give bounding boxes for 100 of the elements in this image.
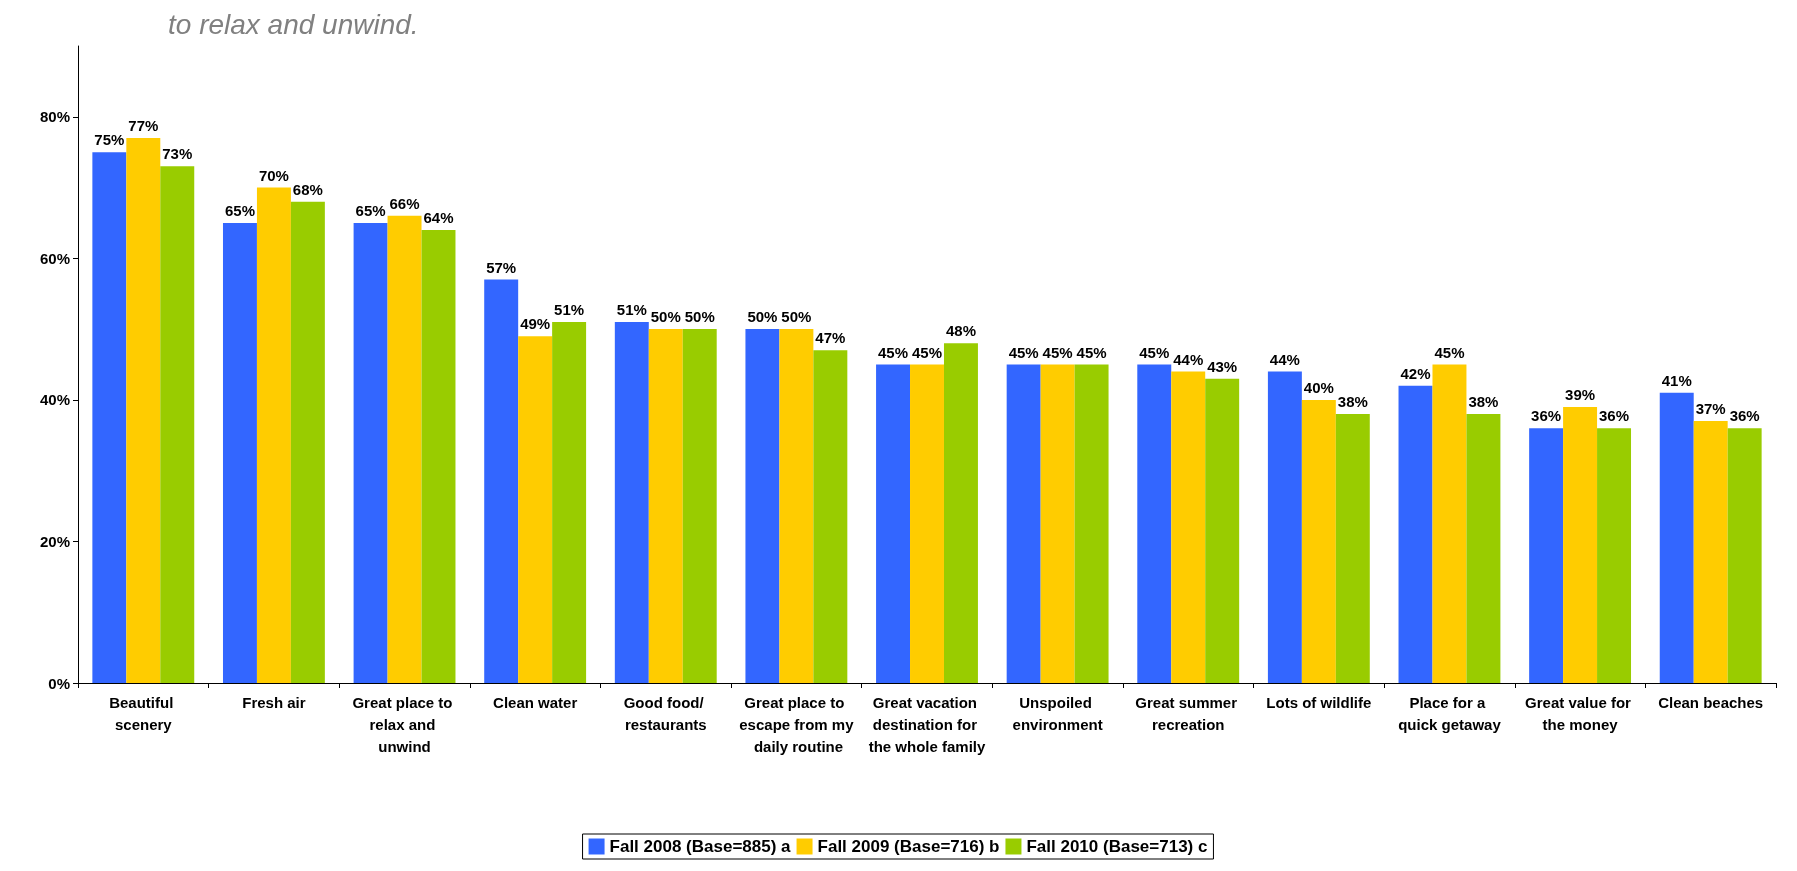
- data-label: 44%: [1173, 350, 1204, 368]
- bar: [1171, 371, 1206, 683]
- data-label: 41%: [1661, 371, 1692, 389]
- data-label: 40%: [1303, 378, 1334, 396]
- data-label: 45%: [878, 343, 909, 361]
- data-label: 77%: [128, 117, 159, 135]
- x-tick-label: Great value for the money: [1525, 693, 1636, 733]
- bar: [1398, 385, 1433, 683]
- y-tick-label: 40%: [39, 391, 70, 409]
- bar: [222, 222, 257, 683]
- data-label: 36%: [1729, 407, 1760, 425]
- data-label: 51%: [554, 301, 585, 319]
- legend-label: Fall 2010 (Base=713) c: [1026, 837, 1208, 856]
- bar: [1267, 371, 1302, 683]
- data-label: 64%: [423, 209, 454, 227]
- x-tick-label: Lots of wildlife: [1266, 693, 1372, 711]
- x-tick-label: Place for a quick getaway: [1398, 693, 1502, 733]
- data-label: 50%: [781, 308, 812, 326]
- data-label: 50%: [747, 308, 778, 326]
- data-label: 73%: [162, 145, 193, 163]
- data-label: 36%: [1531, 407, 1562, 425]
- x-tick-label: Unspoiled environment: [1012, 693, 1103, 733]
- y-tick-label: 20%: [39, 532, 70, 550]
- data-label: 45%: [1076, 343, 1107, 361]
- x-tick-label: Great summer recreation: [1135, 693, 1242, 733]
- y-tick-label: 0%: [48, 674, 70, 692]
- data-label: 37%: [1695, 400, 1726, 418]
- bar: [518, 336, 553, 683]
- data-label: 66%: [389, 194, 420, 212]
- data-label: 45%: [911, 343, 943, 361]
- data-label: 49%: [520, 315, 551, 333]
- data-label: 57%: [486, 258, 517, 276]
- bar: [813, 350, 848, 683]
- bar: [1074, 364, 1109, 683]
- legend-label: Fall 2009 (Base=716) b: [817, 837, 1000, 856]
- bar: [1301, 399, 1336, 683]
- bar: [876, 364, 911, 683]
- data-label: 50%: [650, 308, 681, 326]
- bar: [1693, 421, 1728, 683]
- bar: [745, 329, 780, 683]
- x-tick-label: Great place to escape from my daily routine: [739, 693, 855, 755]
- bar: [1466, 414, 1501, 683]
- bar: [943, 343, 978, 683]
- data-label: 45%: [1139, 343, 1170, 361]
- data-label: 70%: [258, 166, 289, 184]
- x-tick-label: Clean beaches: [1658, 693, 1764, 711]
- bar: [1659, 392, 1694, 683]
- bar: [1137, 364, 1172, 683]
- data-label: 51%: [616, 301, 647, 319]
- bar: [290, 201, 325, 683]
- data-label: 45%: [1008, 343, 1039, 361]
- data-label: 39%: [1565, 385, 1596, 403]
- data-label: 50%: [684, 308, 715, 326]
- bar: [1432, 364, 1467, 683]
- bar: [256, 187, 291, 683]
- bar: [1040, 364, 1075, 683]
- data-label: 75%: [94, 131, 125, 149]
- bar: [910, 364, 944, 683]
- data-label: 65%: [355, 201, 386, 219]
- bar: [484, 279, 519, 683]
- data-label: 43%: [1207, 357, 1238, 375]
- x-tick-label: Great vacation destination for the whole family: [868, 693, 986, 755]
- bar: [682, 329, 717, 683]
- bar: [1006, 364, 1041, 683]
- bar: [92, 152, 127, 683]
- text: to relax and unwind.: [168, 8, 419, 40]
- bar: [779, 329, 814, 683]
- data-label: 44%: [1269, 350, 1300, 368]
- bar: [648, 329, 683, 683]
- bar: [387, 215, 422, 683]
- data-label: 36%: [1599, 407, 1630, 425]
- data-label: 38%: [1337, 393, 1368, 411]
- bar: [1205, 378, 1240, 683]
- bar: [1563, 406, 1598, 683]
- data-label: 47%: [815, 329, 846, 347]
- bar: [353, 222, 388, 683]
- y-tick-label: 80%: [39, 108, 70, 126]
- data-label: 45%: [1042, 343, 1073, 361]
- y-tick-label: 60%: [39, 249, 70, 267]
- x-tick-label: Good food/ restaurants: [623, 693, 708, 733]
- bar: [421, 230, 456, 683]
- legend-label: Fall 2008 (Base=885) a: [609, 837, 792, 856]
- data-label: 68%: [292, 180, 323, 198]
- data-label: 45%: [1434, 343, 1465, 361]
- bar: [160, 166, 195, 683]
- bar: [614, 322, 649, 683]
- bar: [1597, 428, 1632, 683]
- bar: [552, 322, 587, 683]
- bar: [126, 138, 161, 683]
- x-tick-label: Fresh air: [242, 693, 306, 711]
- bar: [1335, 414, 1370, 683]
- data-label: 42%: [1400, 364, 1431, 382]
- data-label: 38%: [1468, 393, 1499, 411]
- data-label: 65%: [224, 201, 255, 219]
- x-tick-label: Great place to relax and unwind: [352, 693, 457, 755]
- bar: [1529, 428, 1564, 683]
- x-tick-label: Beautiful scenery: [109, 693, 178, 733]
- data-label: 48%: [945, 322, 976, 340]
- x-tick-label: Clean water: [493, 693, 578, 711]
- bar: [1727, 428, 1762, 683]
